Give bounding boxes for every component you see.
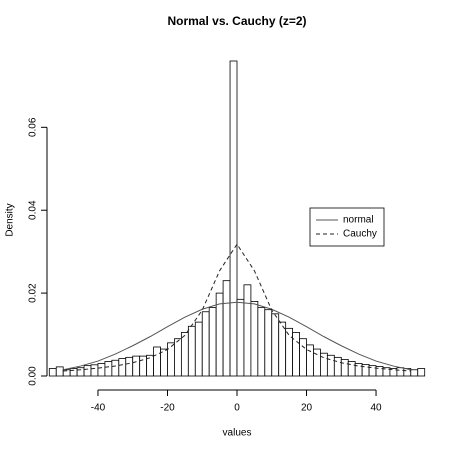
histogram-bar — [236, 298, 245, 377]
histogram-bar — [180, 332, 189, 377]
histogram-bar — [410, 369, 419, 377]
histogram-bar — [69, 368, 78, 377]
histogram-bar — [271, 313, 280, 377]
histogram-bar — [208, 307, 217, 377]
legend-label: normal — [343, 215, 374, 226]
histogram-bar — [132, 355, 141, 377]
legend: normal Cauchy — [309, 207, 385, 247]
histogram-bar — [174, 338, 182, 377]
histogram-bar — [299, 338, 307, 377]
histogram-bar — [55, 366, 64, 377]
legend-label: Cauchy — [343, 229, 377, 240]
histogram-bar — [257, 307, 266, 377]
histogram-bar — [222, 280, 231, 377]
histogram-bar — [250, 300, 259, 377]
legend-box — [309, 207, 385, 247]
x-tick-label: 40 — [370, 403, 382, 414]
density-line — [63, 301, 411, 371]
histogram-bar — [229, 60, 238, 377]
histogram-bar — [333, 356, 342, 377]
histogram-bar — [340, 359, 349, 377]
chart-title: Normal vs. Cauchy (z=2) — [167, 14, 306, 28]
y-tick-label: 0.00 — [28, 366, 39, 386]
histogram-bar — [111, 359, 120, 377]
x-tick-label: -20 — [160, 403, 175, 414]
histogram-bar — [48, 368, 57, 377]
y-tick-label: 0.02 — [28, 283, 39, 303]
histogram-bar — [125, 356, 134, 377]
histogram-bar — [326, 354, 335, 377]
x-tick-label: 20 — [301, 403, 313, 414]
histogram-bar — [139, 355, 148, 377]
histogram-bar — [118, 358, 127, 377]
histogram-bar — [264, 309, 273, 377]
histogram-bar — [153, 346, 161, 377]
density-line — [63, 243, 411, 372]
y-axis-label: Density — [5, 203, 16, 236]
histogram-bar — [187, 325, 196, 377]
histogram-bar — [417, 368, 426, 377]
histogram-bar — [160, 348, 168, 377]
histogram-bar — [278, 321, 287, 377]
histogram-bar — [285, 327, 294, 377]
histogram-bar — [167, 342, 175, 377]
histogram-bar — [215, 292, 224, 377]
histogram-bar — [97, 363, 106, 377]
histogram-bar — [194, 321, 203, 377]
histogram-bar — [243, 284, 252, 377]
histogram-bar — [104, 361, 113, 377]
y-tick-label: 0.04 — [28, 200, 39, 220]
histogram-bar — [396, 367, 405, 377]
histogram-bar — [83, 365, 92, 377]
y-tick-label: 0.06 — [28, 117, 39, 137]
histogram-bar — [90, 364, 99, 377]
histogram-bar — [76, 367, 85, 377]
x-tick-label: 0 — [234, 403, 240, 414]
histogram-bar — [201, 311, 210, 377]
x-tick-label: -40 — [91, 403, 106, 414]
x-axis-label: values — [223, 428, 252, 439]
histogram-bar — [347, 361, 356, 377]
